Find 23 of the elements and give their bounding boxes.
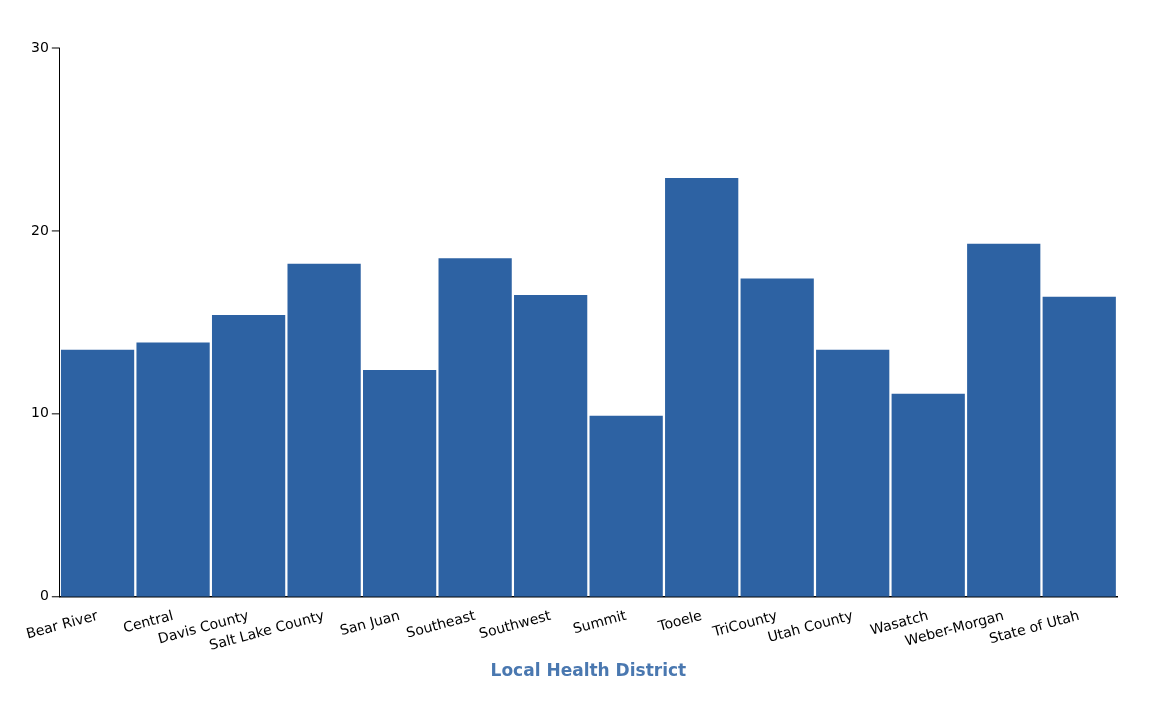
bar xyxy=(211,315,286,597)
bar xyxy=(60,349,135,597)
y-tick-label: 30 xyxy=(30,38,49,55)
bar xyxy=(514,294,588,597)
bar xyxy=(967,243,1041,597)
bar xyxy=(891,393,965,597)
bar xyxy=(1042,296,1116,597)
x-tick-label: Bear River xyxy=(24,606,100,642)
bar xyxy=(136,342,210,597)
y-tick-label: 10 xyxy=(30,404,49,421)
bar xyxy=(816,349,890,597)
y-tick-label: 20 xyxy=(30,221,49,238)
y-tick-label: 0 xyxy=(39,587,49,604)
x-tick-label: Tooele xyxy=(655,606,704,635)
bar xyxy=(589,415,663,597)
x-axis-title: Local Health District xyxy=(490,660,687,681)
bar xyxy=(363,369,437,597)
x-tick-label: San Juan xyxy=(338,606,402,639)
bar xyxy=(740,278,814,597)
x-tick-label: Summit xyxy=(571,606,629,637)
bar xyxy=(287,263,361,597)
bar xyxy=(438,258,512,597)
bar xyxy=(665,177,739,597)
